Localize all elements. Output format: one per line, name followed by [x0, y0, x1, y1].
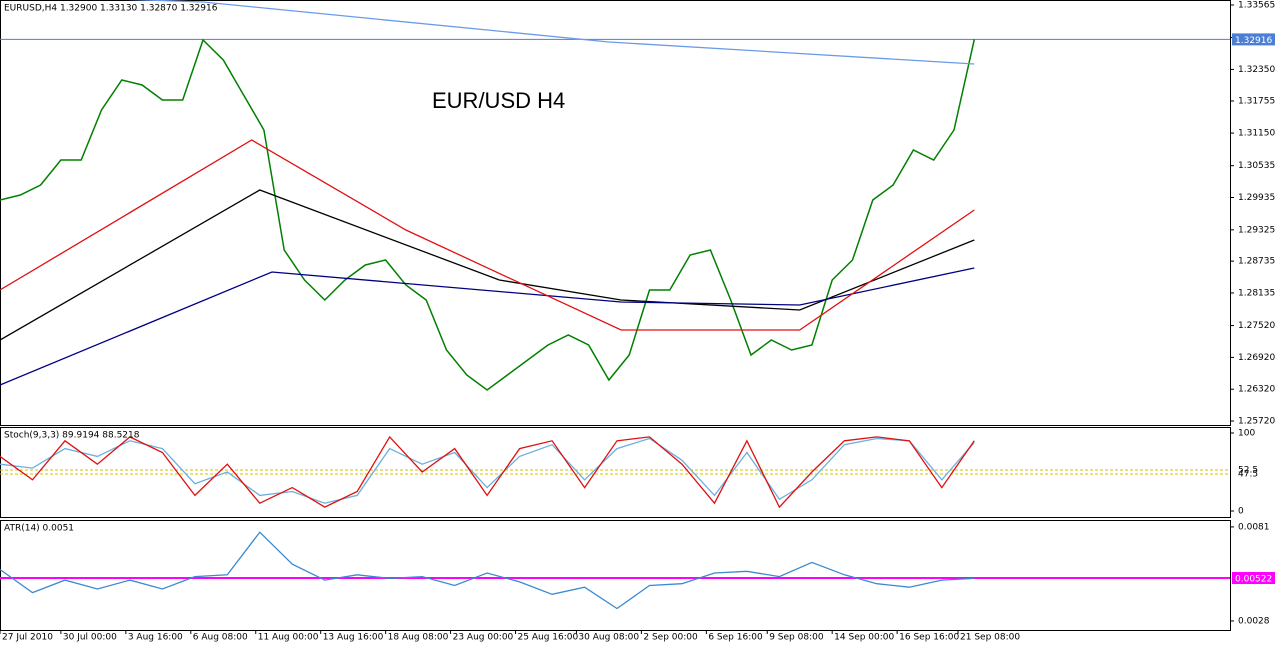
panel-frame [0, 0, 1231, 426]
x-tick-label: 21 Sep 08:00 [960, 633, 1020, 643]
last-box [1232, 572, 1275, 585]
y-tick-label: 0.0028 [1238, 616, 1270, 626]
series-line [0, 437, 975, 504]
panel-frame [0, 427, 1231, 518]
x-tick-label: 16 Sep 16:00 [899, 633, 959, 643]
panel-title: Stoch(9,3,3) 89.9194 88.5218 [4, 431, 140, 441]
y-tick-label: 1.26920 [1238, 353, 1275, 363]
x-tick-label: 18 Aug 08:00 [388, 633, 449, 643]
last-box [1232, 33, 1275, 46]
y-tick-label: 1.26320 [1238, 385, 1275, 395]
y-tick-label: 1.31150 [1238, 129, 1275, 139]
x-tick-label: 30 Jul 00:00 [63, 633, 117, 643]
x-tick-label: 27 Jul 2010 [2, 633, 53, 643]
level-label: 52.5 [1238, 466, 1258, 476]
x-tick-label: 3 Aug 16:00 [128, 633, 183, 643]
last-label: 1.32916 [1235, 36, 1272, 46]
x-tick-label: 9 Sep 08:00 [769, 633, 824, 643]
level-label: 47.5 [1238, 469, 1258, 479]
panel-title: ATR(14) 0.0051 [4, 524, 74, 534]
panel-frame [0, 520, 1231, 631]
annotation: EUR/USD H4 [432, 88, 565, 113]
panel-title: EURUSD,H4 1.32900 1.33130 1.32870 1.3291… [4, 4, 218, 14]
y-tick-label: 0 [1238, 506, 1244, 516]
series-line [126, 0, 975, 65]
series-line [0, 139, 975, 331]
y-tick-label: 1.27520 [1238, 321, 1275, 331]
x-tick-label: 25 Aug 16:00 [518, 633, 579, 643]
y-tick-label: 0.0081 [1238, 522, 1270, 532]
y-tick-label: 1.28735 [1238, 257, 1275, 267]
x-tick-label: 6 Aug 08:00 [193, 633, 248, 643]
series-line [0, 38, 976, 391]
series-line [0, 435, 975, 509]
x-tick-label: 23 Aug 00:00 [453, 633, 514, 643]
series-line [0, 531, 975, 610]
y-tick-label: 100 [1238, 429, 1255, 439]
x-tick-label: 6 Sep 16:00 [708, 633, 763, 643]
y-tick-label: 1.33565 [1238, 0, 1275, 10]
series-line [0, 267, 975, 386]
y-tick-label: 1.31755 [1238, 96, 1275, 106]
x-tick-label: 13 Aug 16:00 [323, 633, 384, 643]
x-tick-label: 14 Sep 00:00 [834, 633, 894, 643]
x-tick-label: 2 Sep 00:00 [643, 633, 698, 643]
y-tick-label: 1.25720 [1238, 417, 1275, 427]
x-tick-label: 30 Aug 08:00 [578, 633, 639, 643]
x-tick-label: 11 Aug 00:00 [258, 633, 319, 643]
y-tick-label: 1.32350 [1238, 65, 1275, 75]
y-tick-label: 1.29325 [1238, 225, 1275, 235]
y-tick-label: 1.29935 [1238, 193, 1275, 203]
y-tick-label: 1.30535 [1238, 161, 1275, 171]
last-label: 0.00522 [1235, 575, 1272, 585]
y-tick-label: 1.28135 [1238, 288, 1275, 298]
